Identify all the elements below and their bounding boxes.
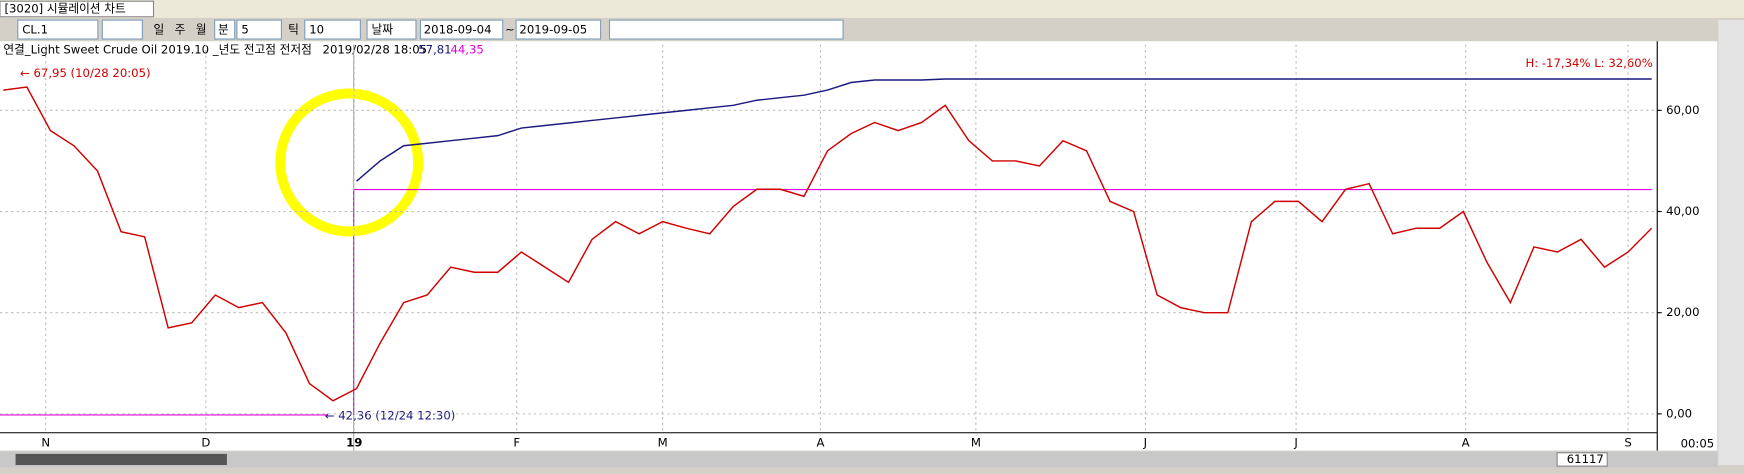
y-tick-label: 40,00 (1666, 204, 1699, 218)
x-tick-label: D (201, 435, 210, 449)
time-label: 00:05 (1681, 436, 1715, 450)
info-name: 연결_Light Sweet Crude Oil 2019.10 _년도 전고점… (3, 43, 312, 57)
count-box[interactable] (1556, 452, 1608, 467)
date-from: 2018-09-04 (424, 23, 492, 37)
date-mode-box[interactable] (366, 19, 417, 40)
y-tick-label: 0,00 (1666, 406, 1692, 420)
x-tick-label: N (41, 435, 50, 449)
minute-value: 5 (241, 23, 248, 37)
x-tick-label: A (816, 435, 824, 449)
symbol-box[interactable] (17, 19, 99, 40)
toolbar: CL.1 일 주 월 분 5 틱 10 날짜 2018-09-04 ~ 2019… (17, 19, 844, 40)
plot-area (0, 41, 1718, 451)
y-tick-label: 20,00 (1666, 305, 1699, 319)
x-tick-label: S (1624, 435, 1631, 449)
minute-box[interactable] (236, 19, 282, 40)
x-tick-label: M (658, 435, 668, 449)
scrollbar[interactable] (0, 451, 1718, 468)
x-tick-label: M (971, 435, 981, 449)
minute-btn[interactable]: 분 (218, 23, 229, 37)
date-sep: ~ (505, 23, 515, 37)
date-to-box[interactable] (515, 19, 602, 40)
low-annotation: ← 42,36 (12/24 12:30) (325, 409, 456, 423)
x-tick-label: J (1293, 435, 1297, 449)
x-tick-label: 19 (346, 435, 362, 449)
symbol: CL.1 (22, 23, 48, 37)
x-tick-label: F (513, 435, 520, 449)
tick-box[interactable] (304, 19, 361, 40)
search-btn[interactable] (101, 19, 143, 40)
side-toolbar[interactable] (1718, 20, 1744, 466)
month-btn[interactable]: 월 (196, 23, 207, 37)
high-annotation: ← 67,95 (10/28 20:05) (20, 66, 151, 80)
titlebar (0, 0, 1744, 18)
window-title: [3020] 시뮬레이션 차트 (4, 1, 126, 15)
count: 61117 (1567, 452, 1604, 466)
info-value2: 44,35 (450, 43, 483, 57)
date-from-box[interactable] (419, 19, 504, 40)
minute-active (214, 19, 236, 40)
scroll-overview (15, 453, 227, 466)
tick-btn[interactable]: 틱 (288, 23, 299, 37)
x-tick-label: J (1143, 435, 1147, 449)
range-annotation: H: -17,34% L: 32,60% (1525, 56, 1652, 70)
tick-value: 10 (309, 23, 324, 37)
plot: 0,00 20,00 40,00 60,00 N D 19 F M A M J J A S (0, 41, 1700, 451)
date-to: 2019-09-05 (519, 23, 587, 37)
info-time: 2019/02/28 18:05 (323, 43, 427, 57)
highlight-circle (275, 88, 424, 237)
day-btn[interactable]: 일 (153, 23, 164, 37)
tab[interactable] (0, 0, 155, 18)
date-mode: 날짜 (371, 23, 393, 37)
tool-icons[interactable] (608, 19, 844, 40)
week-btn[interactable]: 주 (175, 23, 186, 37)
series-line (356, 78, 1652, 182)
series-line (3, 86, 1653, 402)
info-value1: 57,81 (418, 43, 451, 57)
y-tick-label: 60,00 (1666, 103, 1699, 117)
x-tick-label: A (1462, 435, 1470, 449)
